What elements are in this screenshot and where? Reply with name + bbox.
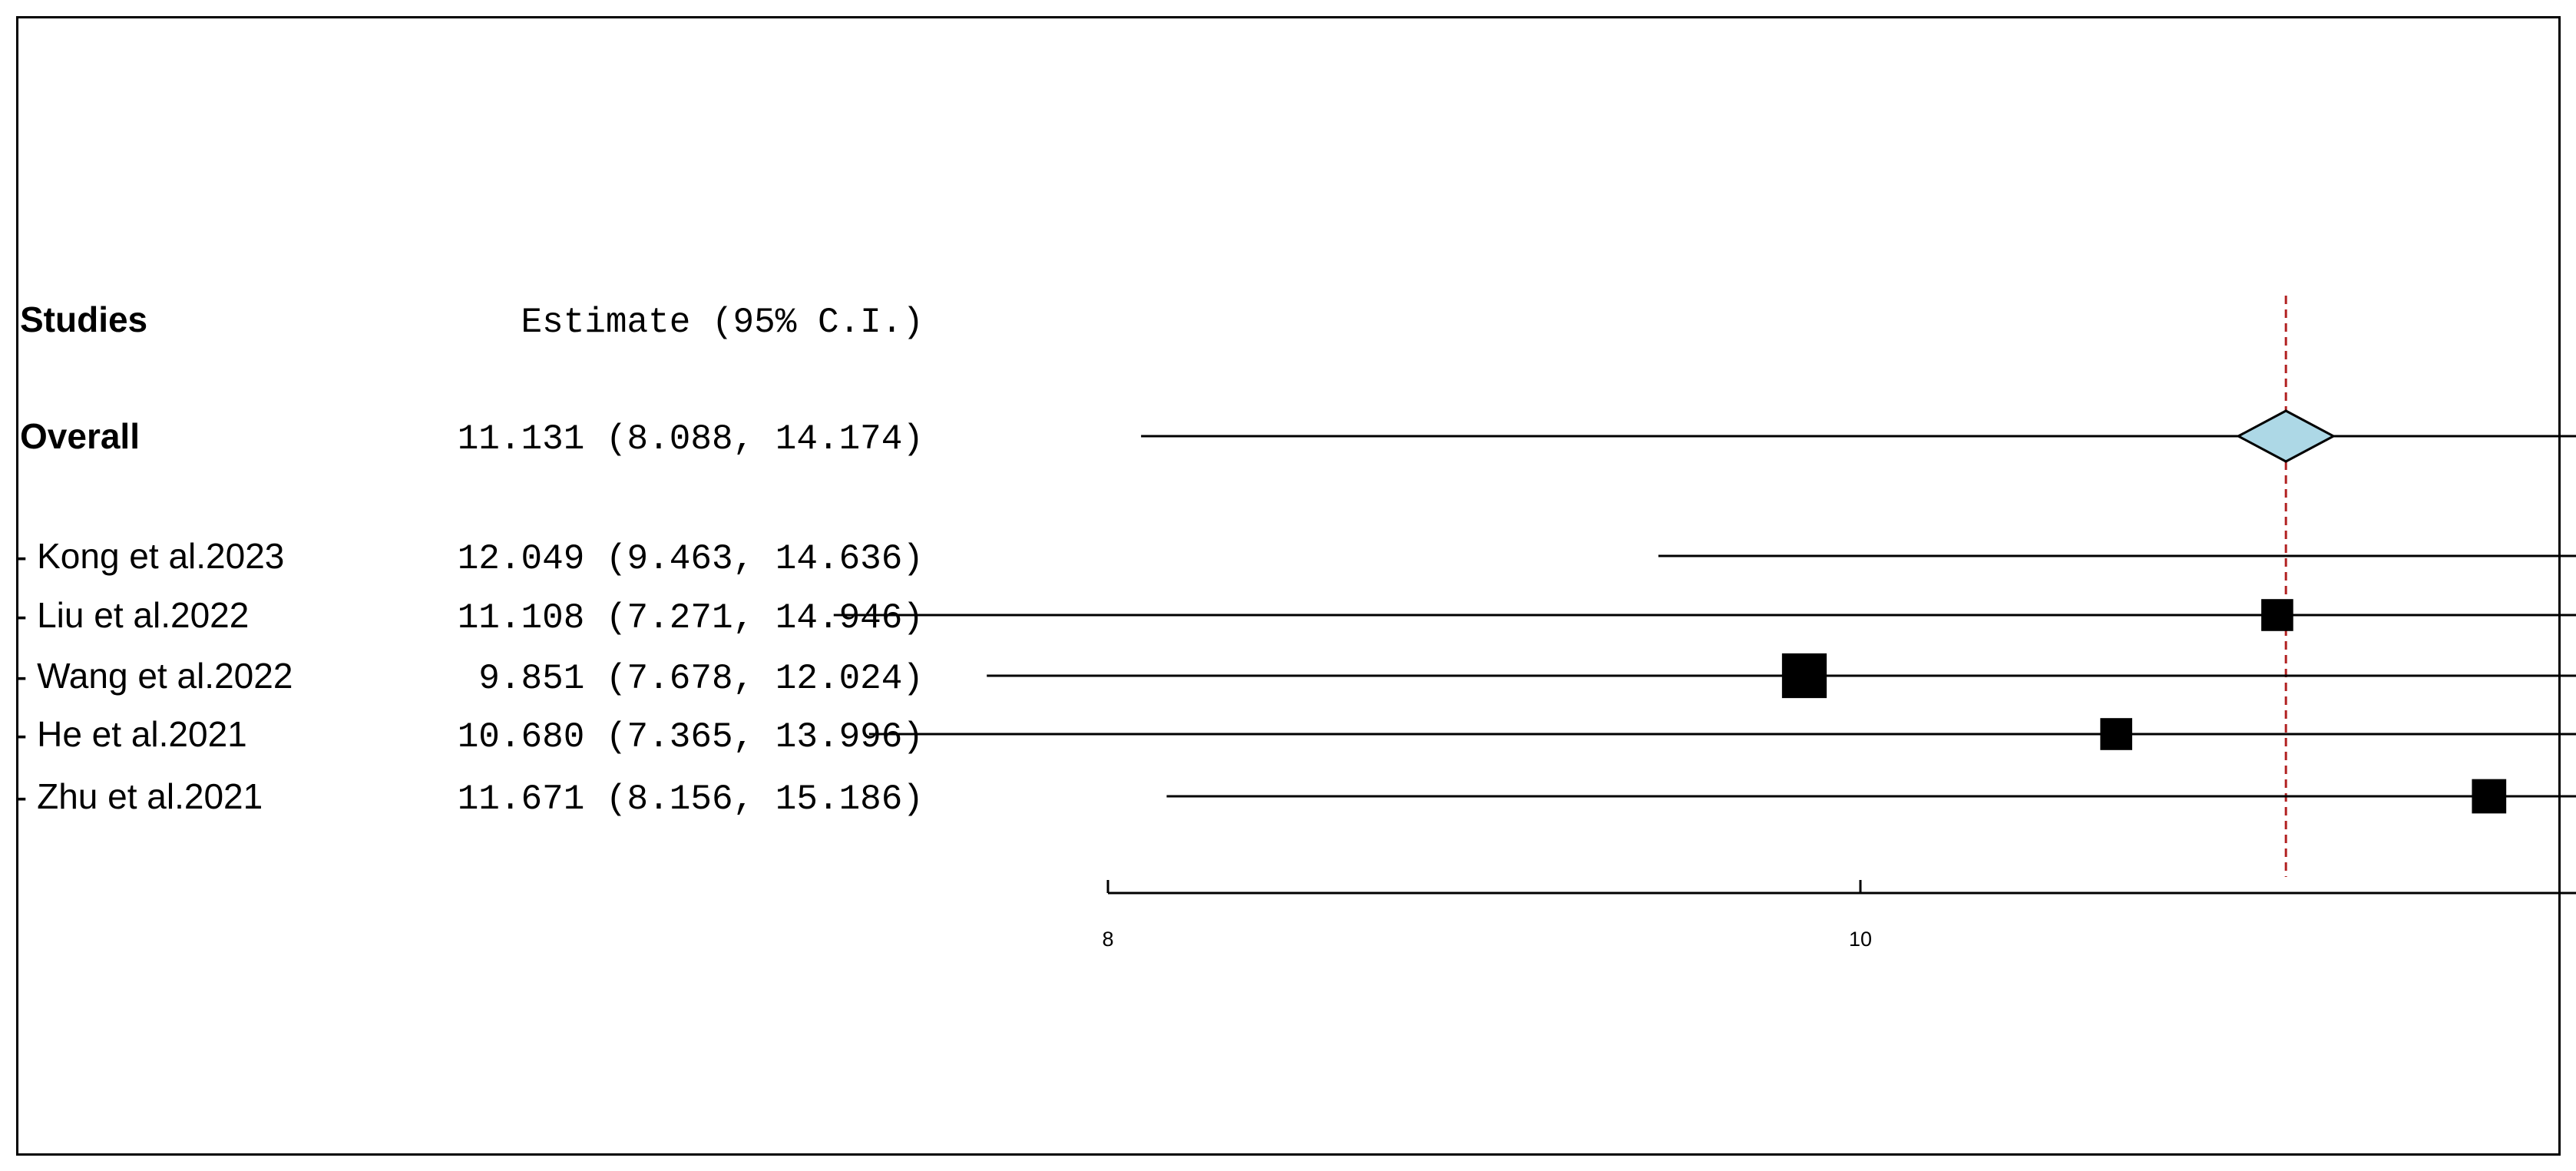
study-marker <box>2472 779 2507 814</box>
overall-diamond <box>2235 409 2336 463</box>
overall-label: Overall <box>20 416 140 456</box>
overall-estimate-text: 11.131 (8.088, 14.174) <box>458 419 924 459</box>
study-label: - Zhu et al.2021 <box>15 776 263 816</box>
figure-frame <box>16 16 2561 1156</box>
study-label: - Kong et al.2023 <box>15 536 284 576</box>
study-label: - Wang et al.2022 <box>15 656 293 696</box>
study-estimate-text: 12.049 (9.463, 14.636) <box>458 539 924 579</box>
studies-header: Studies <box>20 299 147 339</box>
x-tick-label: 8 <box>1102 928 1113 951</box>
study-marker <box>2261 599 2293 631</box>
study-estimate-text: 10.680 (7.365, 13.996) <box>458 717 924 757</box>
x-tick-label: 10 <box>1849 928 1872 951</box>
estimate-header: Estimate (95% C.I.) <box>521 303 924 342</box>
study-label: - He et al.2021 <box>15 714 247 754</box>
study-label: - Liu et al.2022 <box>15 595 249 635</box>
study-marker <box>2100 718 2132 750</box>
study-estimate-text: 9.851 (7.678, 12.024) <box>478 659 924 699</box>
study-estimate-text: 11.108 (7.271, 14.946) <box>458 598 924 638</box>
study-marker <box>1781 653 1827 699</box>
study-estimate-text: 11.671 (8.156, 15.186) <box>458 779 924 819</box>
